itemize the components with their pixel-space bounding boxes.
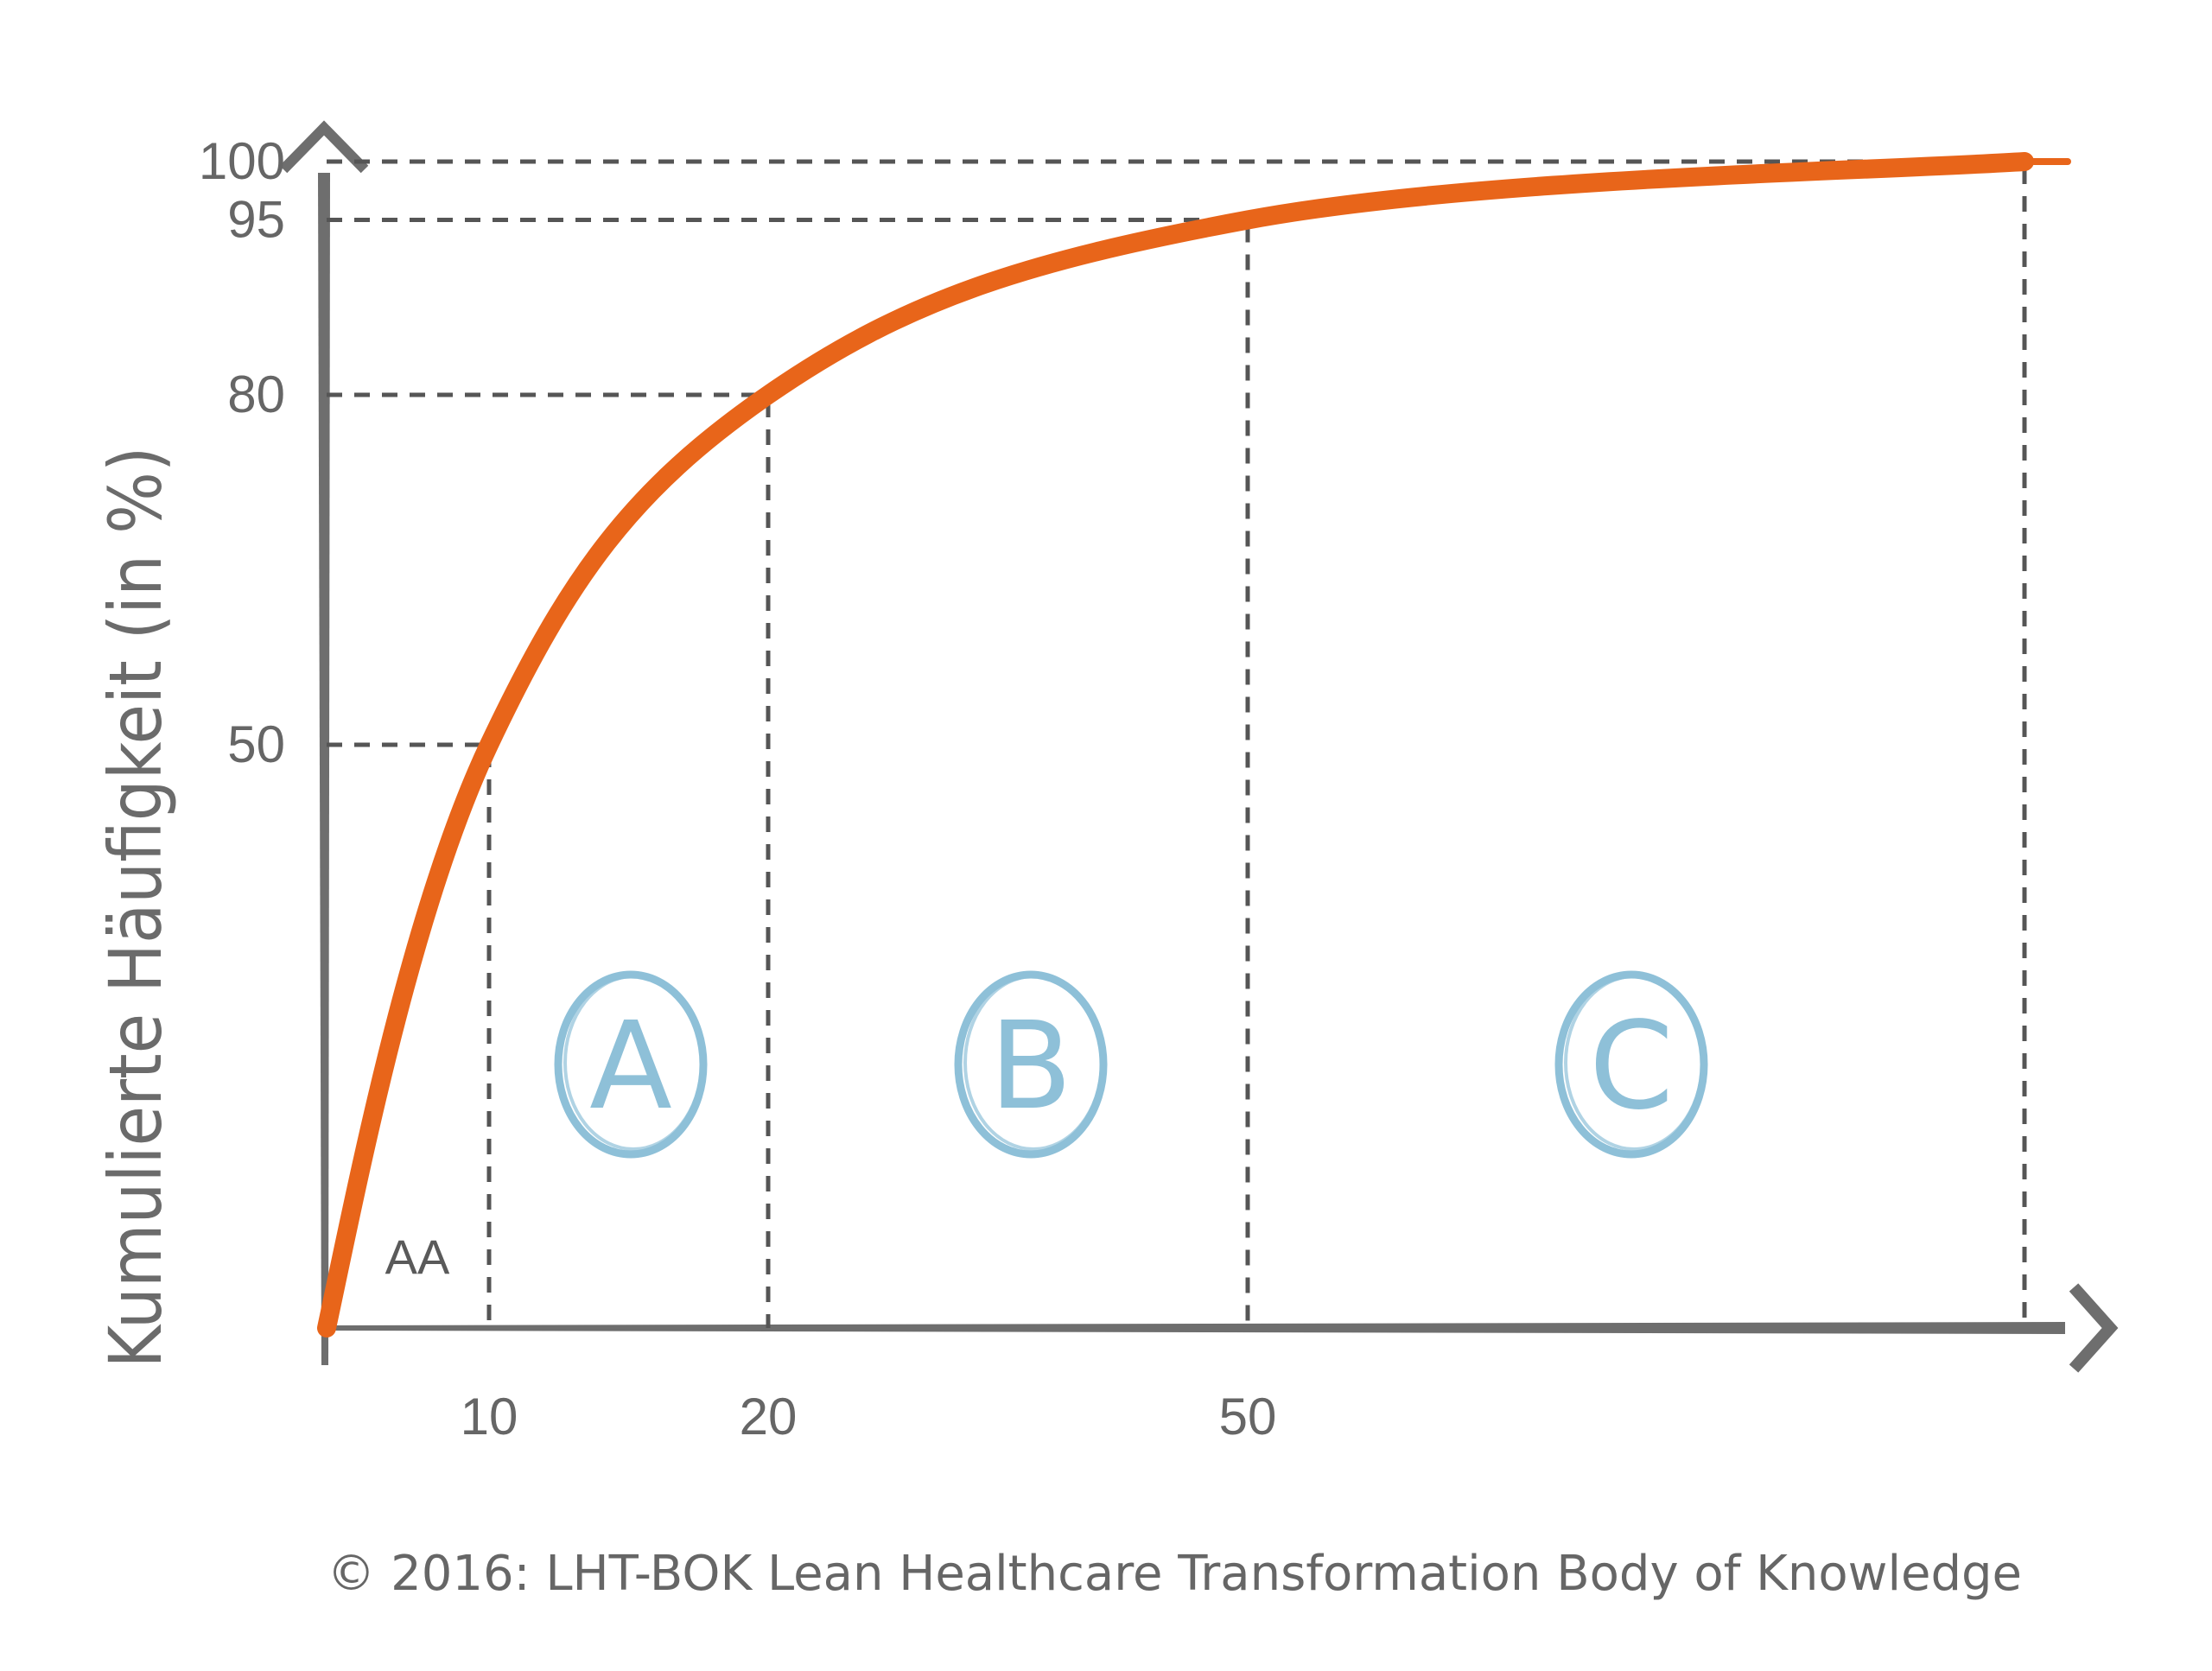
zone-circle-a: [554, 970, 708, 1159]
annotation-labels: AA: [385, 1229, 450, 1284]
y-tick-80: 80: [227, 365, 285, 423]
zone-markers: A B C: [554, 970, 1708, 1159]
y-axis-label: Kumulierte Häufigkeit (in %): [93, 447, 178, 1369]
cumulative-curve: [317, 152, 2034, 1337]
zone-circle-inner-a: [563, 975, 703, 1151]
zone-circle-c: [1554, 970, 1708, 1159]
x-axis-arrow-icon: [2069, 1283, 2119, 1373]
x-axis-line: [325, 1322, 2065, 1334]
x-tick-20: 20: [740, 1388, 798, 1445]
zone-circle-inner-b: [963, 975, 1103, 1151]
zone-label-aa: AA: [385, 1229, 450, 1284]
x-tick-50: 50: [1219, 1388, 1277, 1445]
y-axis-line: [318, 173, 330, 1365]
guide-lines: [327, 159, 2027, 1328]
zone-label-a: A: [589, 996, 672, 1137]
zone-label-b: B: [989, 996, 1072, 1137]
copyright-text: © 2016: LHT-BOK Lean Healthcare Transfor…: [327, 1546, 2022, 1602]
zone-circle-b: [954, 970, 1108, 1159]
y-tick-50: 50: [227, 715, 285, 773]
x-tick-10: 10: [461, 1388, 518, 1445]
y-tick-95: 95: [227, 191, 285, 249]
x-tick-labels: 10 20 50: [461, 1388, 1277, 1445]
zone-label-c: C: [1589, 996, 1674, 1137]
y-axis-arrow-icon: [279, 120, 369, 174]
zone-circle-inner-c: [1564, 975, 1704, 1151]
curve-group: [317, 152, 2071, 1337]
y-tick-100: 100: [199, 132, 285, 190]
